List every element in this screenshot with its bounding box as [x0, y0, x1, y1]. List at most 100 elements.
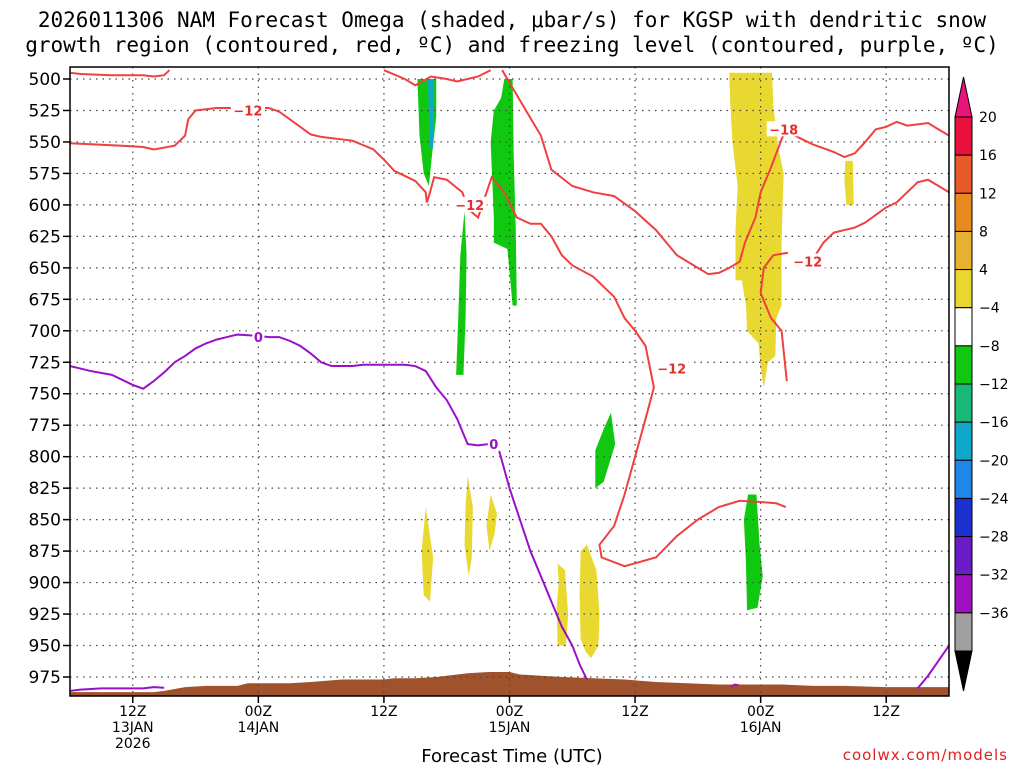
freezing-level-contour-line: [70, 686, 165, 692]
freezing-contour-label-bg: [487, 436, 500, 452]
dgz-contour-label-bg: [230, 102, 265, 118]
dgz-contour-label: −12: [793, 256, 822, 271]
x-tick-label: 15JAN: [489, 720, 531, 736]
y-tick-label: 525: [29, 101, 61, 121]
dgz-contour-line: [798, 178, 949, 263]
colorbar-swatch: [954, 154, 973, 194]
x-tick-label: 13JAN: [112, 720, 154, 736]
freezing-contour-label: 0: [254, 331, 263, 346]
x-tick-label: 12Z: [873, 704, 900, 720]
y-tick-label: 925: [29, 605, 61, 625]
dgz-contour-label: −18: [769, 123, 798, 138]
colorbar-label: −16: [979, 415, 1009, 431]
terrain-fill: [70, 671, 949, 696]
y-tick-label: 500: [29, 70, 61, 90]
omega-shade-region: [486, 494, 497, 552]
x-tick-label: 00Z: [747, 704, 774, 720]
y-tick-label: 850: [29, 511, 61, 531]
colorbar-label: −24: [979, 491, 1009, 507]
freezing-level-contour-line: [70, 333, 588, 680]
x-tick-label: 00Z: [245, 704, 272, 720]
omega-shade-region: [421, 507, 434, 602]
dgz-contour-label: −12: [233, 104, 262, 119]
dgz-contour-label-bg: [452, 196, 487, 212]
freezing-level-contour-line: [730, 683, 739, 688]
dgz-contour-line: [759, 251, 789, 382]
y-tick-label: 625: [29, 227, 61, 247]
y-tick-label: 600: [29, 196, 61, 216]
dgz-contour-label-bg: [766, 121, 801, 137]
y-tick-label: 725: [29, 353, 61, 373]
x-axis-label: Forecast Time (UTC): [421, 746, 603, 767]
colorbar-label: 8: [979, 224, 988, 240]
y-tick-label: 750: [29, 385, 61, 405]
dgz-contour-line: [501, 69, 787, 276]
omega-shade-region: [556, 563, 569, 646]
colorbar-swatch: [954, 269, 973, 309]
dgz-contour-line: [383, 69, 492, 87]
y-tick-label: 650: [29, 259, 61, 279]
colorbar-label: −20: [979, 453, 1009, 469]
colorbar-label: 12: [979, 186, 997, 202]
site-credit: coolwx.com/models: [842, 746, 1008, 764]
x-tick-label: 12Z: [370, 704, 397, 720]
colorbar-label: 4: [979, 263, 988, 279]
dgz-contour-label: −12: [657, 363, 686, 378]
dgz-contour-line: [789, 120, 949, 159]
y-tick-label: 825: [29, 479, 61, 499]
chart-title-line2: growth region (contoured, red, ºC) and f…: [25, 33, 999, 57]
omega-shade-region: [743, 494, 763, 611]
omega-shade-region: [456, 211, 467, 375]
x-tick-label: 12Z: [621, 704, 648, 720]
y-tick-label: 675: [29, 290, 61, 310]
colorbar-swatch: [954, 612, 973, 652]
plot-area: −12 −12 −12 −18 −12 0 0: [70, 67, 949, 696]
y-tick-label: 775: [29, 416, 61, 436]
omega-shade-region: [427, 79, 435, 149]
y-tick-label: 550: [29, 133, 61, 153]
chart-title-line1: 2026011306 NAM Forecast Omega (shaded, μ…: [37, 8, 987, 32]
y-tick-label: 800: [29, 448, 61, 468]
y-tick-label: 975: [29, 668, 61, 688]
colorbar-label: −12: [979, 377, 1009, 393]
x-tick-label: 16JAN: [740, 720, 782, 736]
y-tick-label: 900: [29, 574, 61, 594]
y-tick-label: 575: [29, 164, 61, 184]
colorbar-swatch: [954, 574, 973, 614]
dgz-contour-line: [70, 69, 171, 78]
colorbar-label: −32: [979, 568, 1009, 584]
dgz-contour-label-bg: [654, 360, 689, 376]
freezing-contour-label-bg: [252, 329, 265, 345]
colorbar-label: 16: [979, 148, 997, 164]
x-tick-label: 14JAN: [237, 720, 279, 736]
colorbar-top-arrow: [954, 76, 973, 118]
x-tick-label: 00Z: [496, 704, 523, 720]
y-tick-label: 875: [29, 542, 61, 562]
colorbar-swatch: [954, 459, 973, 499]
colorbar-swatch: [954, 536, 973, 576]
dgz-contour-label-bg: [790, 253, 825, 269]
colorbar-swatch: [954, 497, 973, 538]
omega-shade-region: [595, 412, 616, 489]
freezing-level-contour-line: [916, 644, 949, 689]
colorbar-label: −4: [979, 301, 1000, 317]
x-tick-label: 2026: [115, 736, 151, 752]
omega-shade-region: [579, 544, 600, 659]
colorbar-label: 20: [979, 110, 997, 126]
colorbar-swatch: [954, 345, 973, 385]
omega-shade-region: [729, 72, 784, 388]
colorbar-swatch: [954, 307, 973, 347]
x-tick-label: 12Z: [119, 704, 146, 720]
colorbar-label: −36: [979, 606, 1009, 622]
colorbar-swatch: [954, 192, 973, 232]
colorbar-swatch: [954, 383, 973, 423]
freezing-contour-label: 0: [489, 438, 498, 453]
colorbar-swatch: [954, 230, 973, 271]
y-tick-label: 950: [29, 637, 61, 657]
dgz-contour-label: −12: [455, 199, 484, 214]
colorbar-label: −8: [979, 339, 1000, 355]
colorbar-swatch: [954, 116, 973, 156]
colorbar-swatch: [954, 421, 973, 461]
colorbar-label: −28: [979, 530, 1009, 546]
